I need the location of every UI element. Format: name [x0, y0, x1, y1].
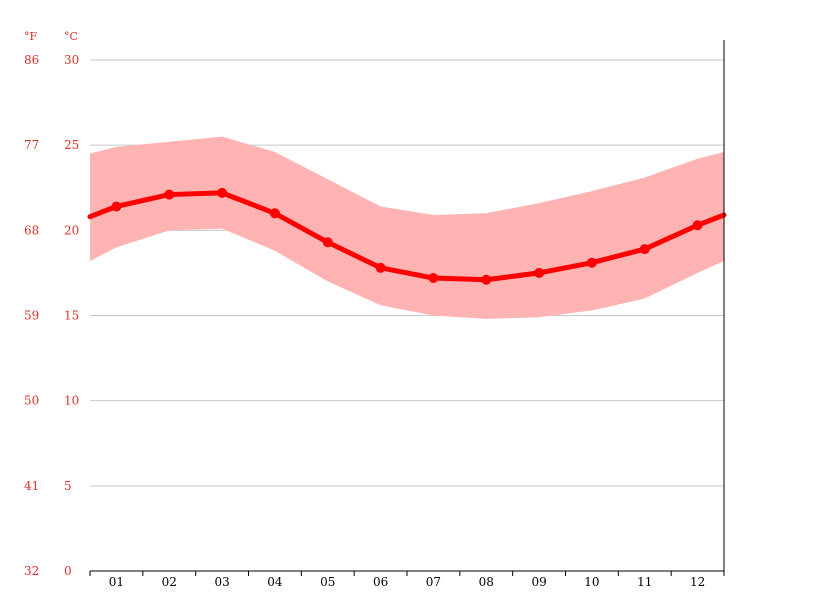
- y-tick-fahrenheit: 50: [24, 394, 39, 408]
- fahrenheit-unit-label: °F: [24, 30, 38, 43]
- mean-temperature-series: [87, 187, 727, 285]
- data-point: [217, 187, 228, 198]
- data-point: [164, 189, 175, 200]
- y-tick-celsius: 25: [64, 138, 79, 152]
- data-point: [639, 244, 650, 255]
- y-tick-fahrenheit: 86: [24, 53, 39, 67]
- temperature-range-band: [90, 136, 724, 319]
- x-tick-label: 06: [373, 575, 388, 589]
- y-tick-fahrenheit: 68: [24, 223, 39, 237]
- data-point: [586, 257, 597, 268]
- x-tick-label: 12: [690, 575, 705, 589]
- x-tick-label: 05: [320, 575, 335, 589]
- x-tick-label: 11: [637, 575, 652, 589]
- y-tick-celsius: 20: [64, 223, 79, 237]
- y-tick-fahrenheit: 59: [24, 309, 39, 323]
- data-point: [322, 237, 333, 248]
- data-point: [269, 208, 280, 219]
- data-point: [111, 201, 122, 212]
- x-tick-label: 08: [479, 575, 494, 589]
- axes: [89, 40, 725, 576]
- range-band-area: [90, 136, 724, 319]
- x-tick-label: 04: [267, 575, 283, 589]
- y-tick-celsius: 30: [64, 53, 79, 67]
- data-point: [481, 274, 492, 285]
- data-point: [375, 262, 386, 273]
- y-tick-celsius: 15: [64, 309, 79, 323]
- data-point: [534, 267, 545, 278]
- y-tick-celsius: 0: [64, 564, 72, 578]
- x-tick-label: 02: [162, 575, 177, 589]
- y-tick-celsius: 10: [64, 394, 79, 408]
- celsius-unit-label: °C: [64, 30, 78, 43]
- x-tick-label: 07: [426, 575, 441, 589]
- y-tick-fahrenheit: 77: [24, 138, 39, 152]
- y-tick-fahrenheit: 32: [24, 564, 39, 578]
- x-tick-label: 01: [109, 575, 124, 589]
- x-tick-label: 10: [584, 575, 599, 589]
- data-point: [692, 220, 703, 231]
- mean-line: [87, 190, 727, 283]
- y-tick-celsius: 5: [64, 479, 72, 493]
- y-tick-fahrenheit: 41: [24, 479, 39, 493]
- x-tick-label: 03: [214, 575, 229, 589]
- x-tick-label: 09: [531, 575, 546, 589]
- data-point: [428, 273, 439, 284]
